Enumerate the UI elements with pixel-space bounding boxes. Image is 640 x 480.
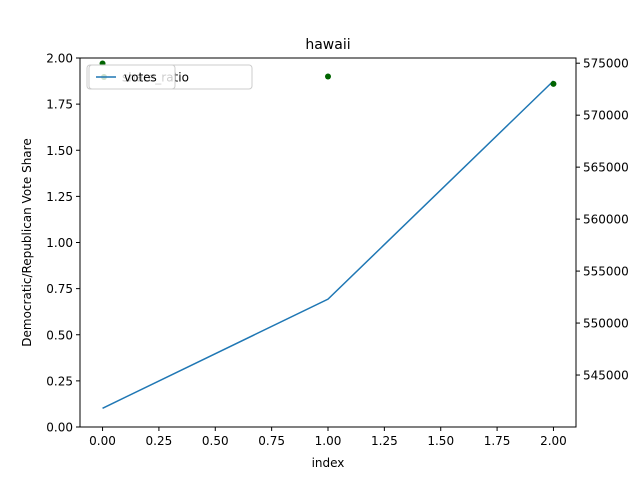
legend-box (88, 64, 176, 90)
chart-title: hawaii (305, 37, 350, 53)
y-tick-label: 1.25 (46, 190, 73, 204)
y-tick-label: 2.00 (46, 52, 73, 66)
x-tick-label: 1.25 (371, 434, 398, 448)
y-axis-left: 0.00 0.25 0.50 0.75 1.00 1.25 1.50 1.75 2.00 (46, 52, 80, 435)
x-tick-label: 0.75 (258, 434, 285, 448)
x-tick-label: 1.75 (484, 434, 511, 448)
y-axis-right: 545000 550000 555000 560000 565000 570000 5750… (576, 57, 629, 383)
y-tick-label: 1.50 (46, 144, 73, 158)
x-tick-label: 1.00 (315, 434, 342, 448)
series-line-votes (102, 80, 554, 409)
y-tick-label: 0.25 (46, 374, 73, 388)
x-tick-label: 2.00 (540, 434, 567, 448)
y-axis-label: Democratic/Republican Vote Share (20, 138, 34, 346)
x-tick-label: 1.50 (427, 434, 454, 448)
y-tick-label: 0.50 (46, 328, 73, 342)
data-point-share-ratio (325, 73, 331, 80)
x-tick-label: 0.25 (146, 434, 173, 448)
y2-tick-label: 565000 (583, 161, 629, 175)
x-tick-label: 0.50 (202, 434, 229, 448)
y-tick-label: 1.00 (46, 236, 73, 250)
y-tick-label: 0.75 (46, 282, 73, 296)
x-axis-label: index (312, 456, 345, 470)
y-tick-label: 1.75 (46, 98, 73, 112)
plot-area (80, 58, 576, 427)
y2-tick-label: 555000 (583, 265, 629, 279)
y2-tick-label: 570000 (583, 109, 629, 123)
y2-tick-label: 560000 (583, 213, 629, 227)
y2-tick-label: 575000 (583, 57, 629, 71)
y2-tick-label: 550000 (583, 317, 629, 331)
legend-label: votes (124, 71, 157, 85)
x-axis: 0.00 0.25 0.50 0.75 1.00 1.25 1.50 1.75 2.00 (89, 427, 567, 448)
y2-tick-label: 545000 (583, 369, 629, 383)
y-tick-label: 0.00 (46, 421, 73, 435)
data-point-share-ratio (550, 80, 557, 87)
x-tick-label: 0.00 (89, 434, 116, 448)
legend-votes: votes (88, 64, 176, 90)
legend-layer: share_ratiovotes (86, 64, 253, 90)
